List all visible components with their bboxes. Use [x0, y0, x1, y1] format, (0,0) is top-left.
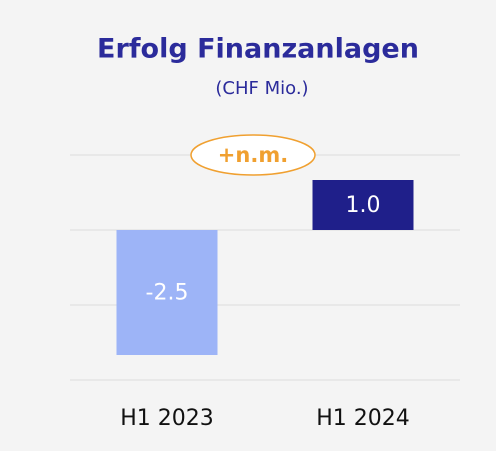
bar: [312, 180, 414, 230]
value-label: -2.5: [146, 281, 189, 306]
bar: [116, 230, 218, 355]
x-tick-label: H1 2024: [316, 406, 410, 431]
x-tick-label: H1 2023: [120, 406, 214, 431]
annotation-badge: [190, 134, 316, 176]
chart-subtitle: (CHF Mio.): [215, 78, 308, 99]
annotation: +n.m.: [218, 143, 288, 167]
value-label: 1.0: [346, 193, 381, 218]
chart-title: Erfolg Finanzanlagen: [97, 34, 419, 65]
